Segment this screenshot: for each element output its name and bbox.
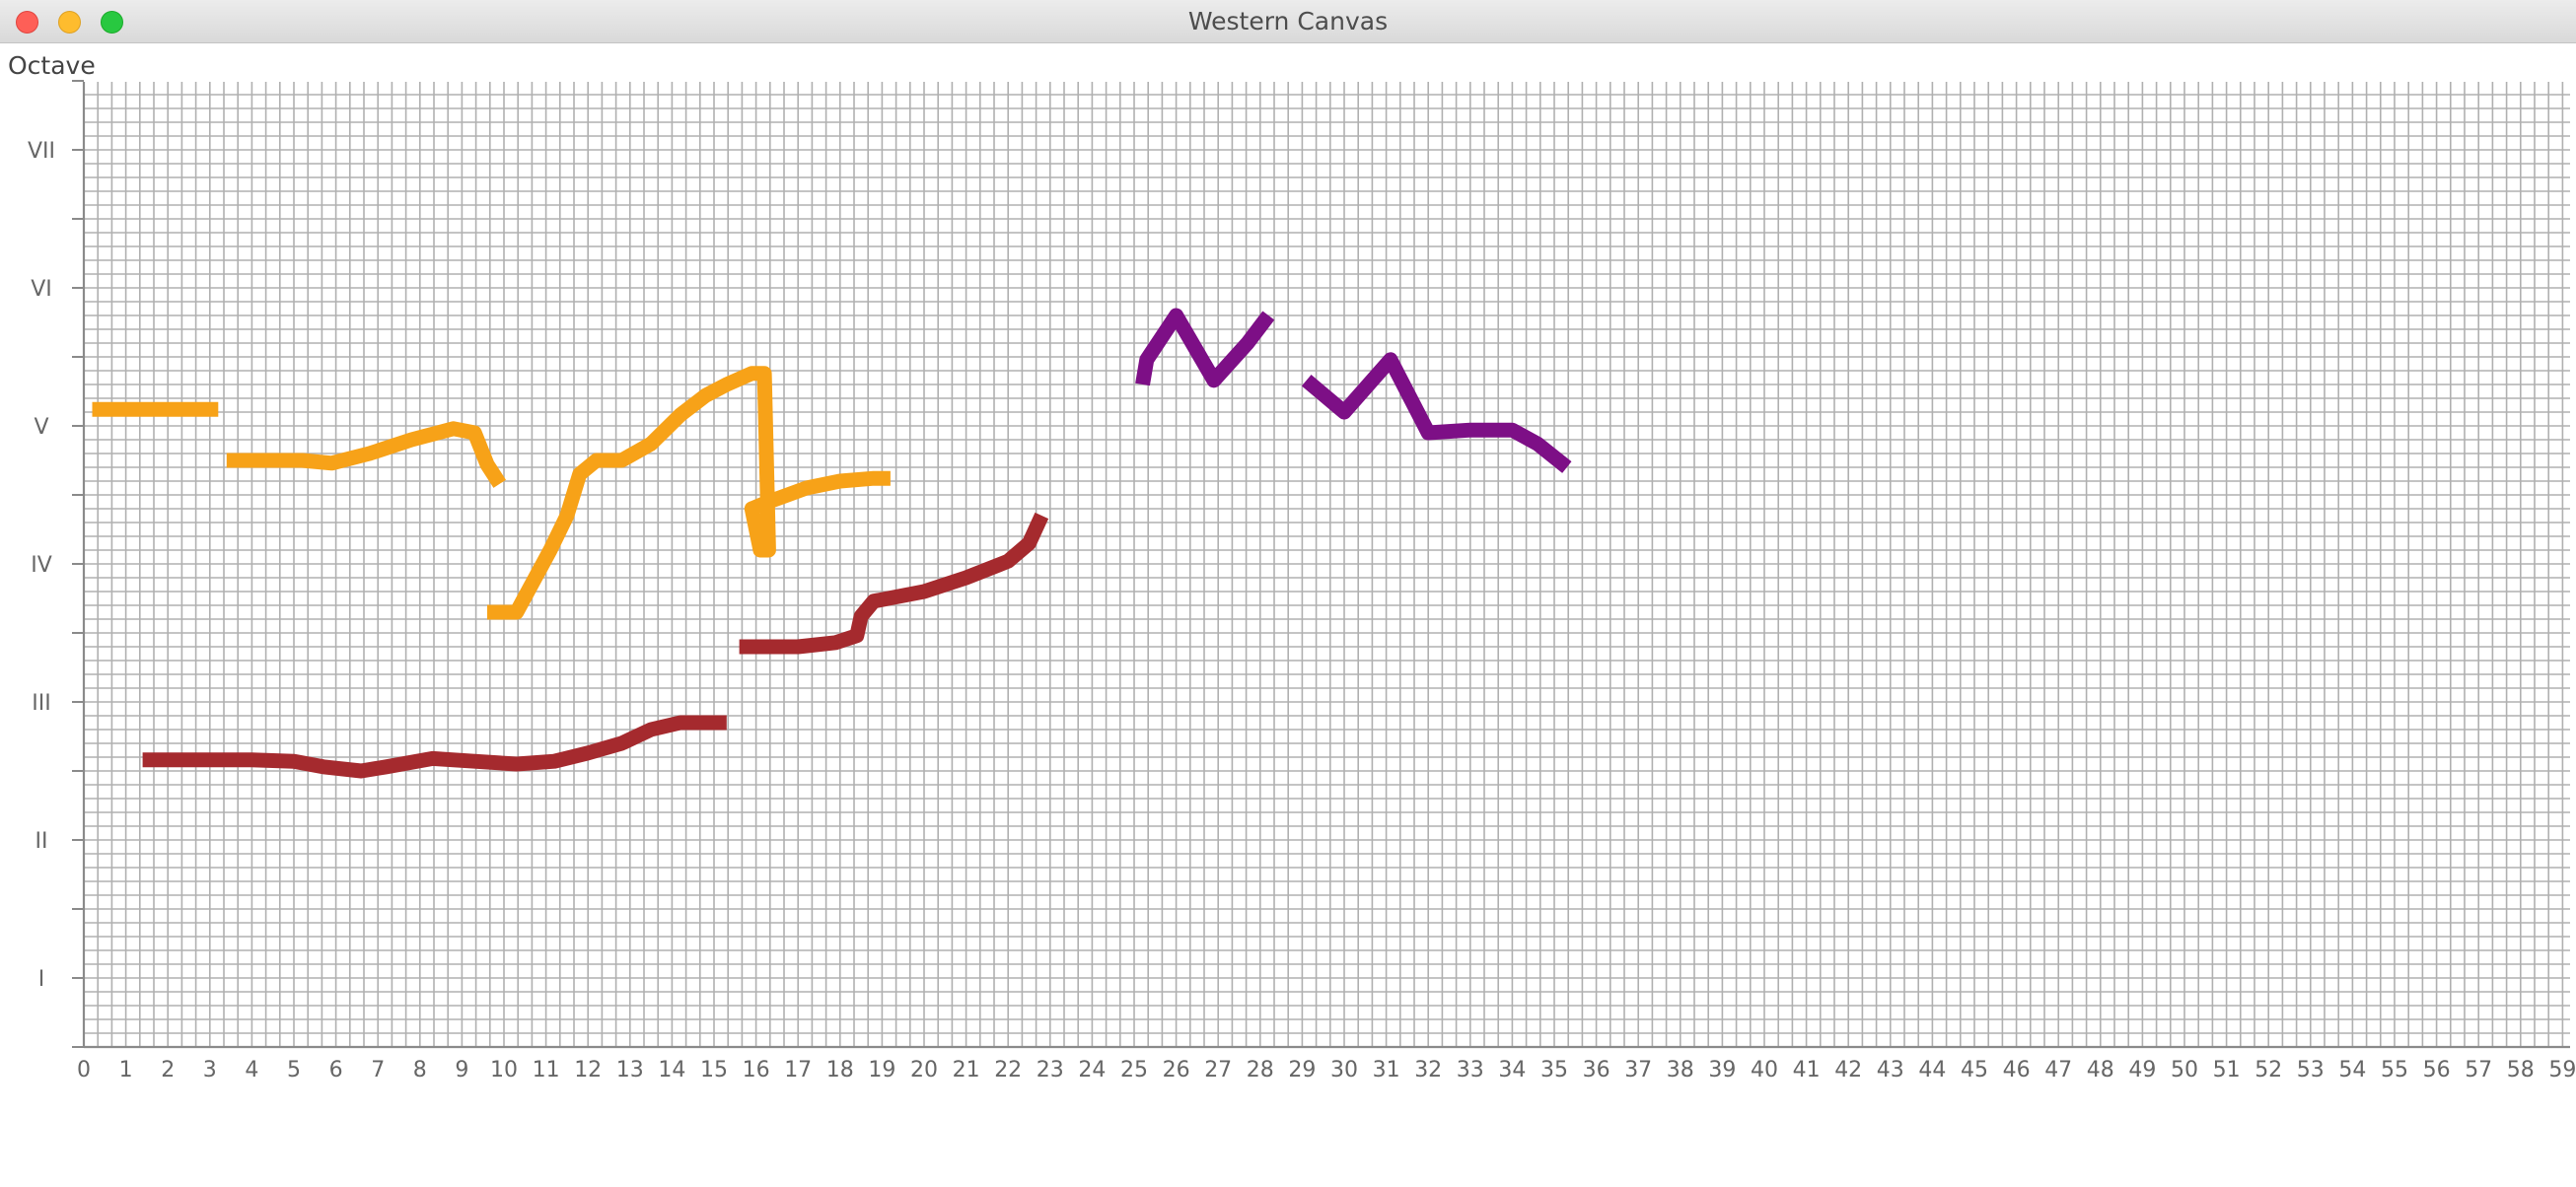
beat-tick-label: 9 bbox=[455, 1058, 468, 1082]
minimize-button[interactable] bbox=[58, 11, 81, 34]
beat-tick-label: 12 bbox=[574, 1058, 602, 1082]
beat-tick-label: 11 bbox=[533, 1058, 560, 1082]
beat-tick-label: 50 bbox=[2171, 1058, 2198, 1082]
octave-axis-label: Octave bbox=[8, 51, 96, 80]
beat-tick-label: 1 bbox=[119, 1058, 133, 1082]
beat-tick-label: 55 bbox=[2381, 1058, 2408, 1082]
beat-tick-label: 22 bbox=[994, 1058, 1022, 1082]
beat-tick-label: 58 bbox=[2507, 1058, 2535, 1082]
beat-tick-label: 31 bbox=[1373, 1058, 1400, 1082]
octave-tick-label: V bbox=[34, 415, 48, 440]
drawn-stroke-7[interactable] bbox=[1301, 352, 1572, 473]
beat-tick-label: 35 bbox=[1540, 1058, 1568, 1082]
beat-tick-label: 6 bbox=[329, 1058, 343, 1082]
beat-tick-label: 5 bbox=[287, 1058, 301, 1082]
beat-tick-label: 2 bbox=[161, 1058, 175, 1082]
beat-tick-label: 36 bbox=[1583, 1058, 1610, 1082]
beat-tick-label: 33 bbox=[1457, 1058, 1484, 1082]
beat-tick-label: 59 bbox=[2548, 1058, 2576, 1082]
drawn-stroke-5[interactable] bbox=[739, 512, 1049, 655]
beat-tick-label: 48 bbox=[2087, 1058, 2114, 1082]
beat-tick-label: 25 bbox=[1120, 1058, 1148, 1082]
beat-tick-label: 14 bbox=[658, 1058, 685, 1082]
beat-tick-label: 16 bbox=[743, 1058, 770, 1082]
beat-tick-label: 34 bbox=[1498, 1058, 1526, 1082]
beat-tick-label: 15 bbox=[700, 1058, 728, 1082]
beat-tick-label: 20 bbox=[910, 1058, 938, 1082]
octave-tick-label: VI bbox=[31, 277, 52, 302]
beat-tick-label: 4 bbox=[245, 1058, 258, 1082]
beat-tick-label: 27 bbox=[1204, 1058, 1232, 1082]
beat-tick-label: 42 bbox=[1834, 1058, 1862, 1082]
beat-tick-label: 32 bbox=[1414, 1058, 1442, 1082]
title-bar[interactable]: Western Canvas bbox=[0, 0, 2576, 43]
beat-tick-label: 8 bbox=[413, 1058, 427, 1082]
beat-tick-label: 17 bbox=[784, 1058, 812, 1082]
beat-tick-label: 30 bbox=[1330, 1058, 1358, 1082]
beat-tick-label: 29 bbox=[1288, 1058, 1316, 1082]
drawn-stroke-3[interactable] bbox=[487, 366, 891, 620]
beat-tick-label: 45 bbox=[1961, 1058, 1988, 1082]
beat-tick-label: 51 bbox=[2213, 1058, 2241, 1082]
beat-tick-label: 57 bbox=[2465, 1058, 2492, 1082]
beat-tick-label: 26 bbox=[1163, 1058, 1190, 1082]
beat-tick-label: 43 bbox=[1877, 1058, 1904, 1082]
octave-tick-label: IV bbox=[31, 553, 52, 578]
beat-tick-label: 39 bbox=[1708, 1058, 1736, 1082]
beat-tick-label: 37 bbox=[1624, 1058, 1652, 1082]
octave-tick-label: I bbox=[38, 967, 45, 992]
beat-tick-label: 19 bbox=[868, 1058, 895, 1082]
beat-tick-label: 47 bbox=[2044, 1058, 2072, 1082]
close-button[interactable] bbox=[16, 11, 38, 34]
beat-tick-label: 46 bbox=[2003, 1058, 2031, 1082]
beat-tick-label: 56 bbox=[2423, 1058, 2451, 1082]
beat-tick-label: 0 bbox=[77, 1058, 91, 1082]
beat-tick-label: 18 bbox=[826, 1058, 854, 1082]
drawn-stroke-4[interactable] bbox=[142, 715, 727, 779]
octave-tick-label: VII bbox=[28, 139, 55, 164]
beat-tick-label: 49 bbox=[2128, 1058, 2156, 1082]
beat-tick-label: 3 bbox=[203, 1058, 217, 1082]
drawn-stroke-2[interactable] bbox=[226, 421, 506, 488]
window-title: Western Canvas bbox=[1187, 7, 1389, 35]
zoom-button[interactable] bbox=[101, 11, 123, 34]
octave-tick-label: II bbox=[36, 829, 48, 854]
beat-tick-label: 28 bbox=[1247, 1058, 1274, 1082]
beat-tick-label: 38 bbox=[1667, 1058, 1694, 1082]
beat-tick-label: 7 bbox=[371, 1058, 385, 1082]
octave-tick-label: III bbox=[32, 691, 50, 716]
beat-labels: 0 1 2 3 4 5 6 7 8 9 10 11 12 13 14 15 16 17 18 19 20 21 22 23 24… bbox=[77, 1058, 2576, 1082]
grid bbox=[72, 80, 2570, 1049]
strokes bbox=[92, 308, 1572, 779]
beat-tick-label: 53 bbox=[2297, 1058, 2325, 1082]
beat-tick-label: 54 bbox=[2338, 1058, 2366, 1082]
beat-tick-label: 41 bbox=[1793, 1058, 1821, 1082]
beat-tick-label: 44 bbox=[1918, 1058, 1946, 1082]
beat-tick-label: 10 bbox=[490, 1058, 518, 1082]
beat-tick-label: 13 bbox=[616, 1058, 644, 1082]
beat-tick-label: 24 bbox=[1078, 1058, 1106, 1082]
beat-tick-label: 52 bbox=[2254, 1058, 2282, 1082]
drawn-stroke-6[interactable] bbox=[1135, 308, 1275, 388]
beat-tick-label: 40 bbox=[1751, 1058, 1778, 1082]
beat-tick-label: 21 bbox=[953, 1058, 980, 1082]
beat-tick-label: 23 bbox=[1037, 1058, 1064, 1082]
